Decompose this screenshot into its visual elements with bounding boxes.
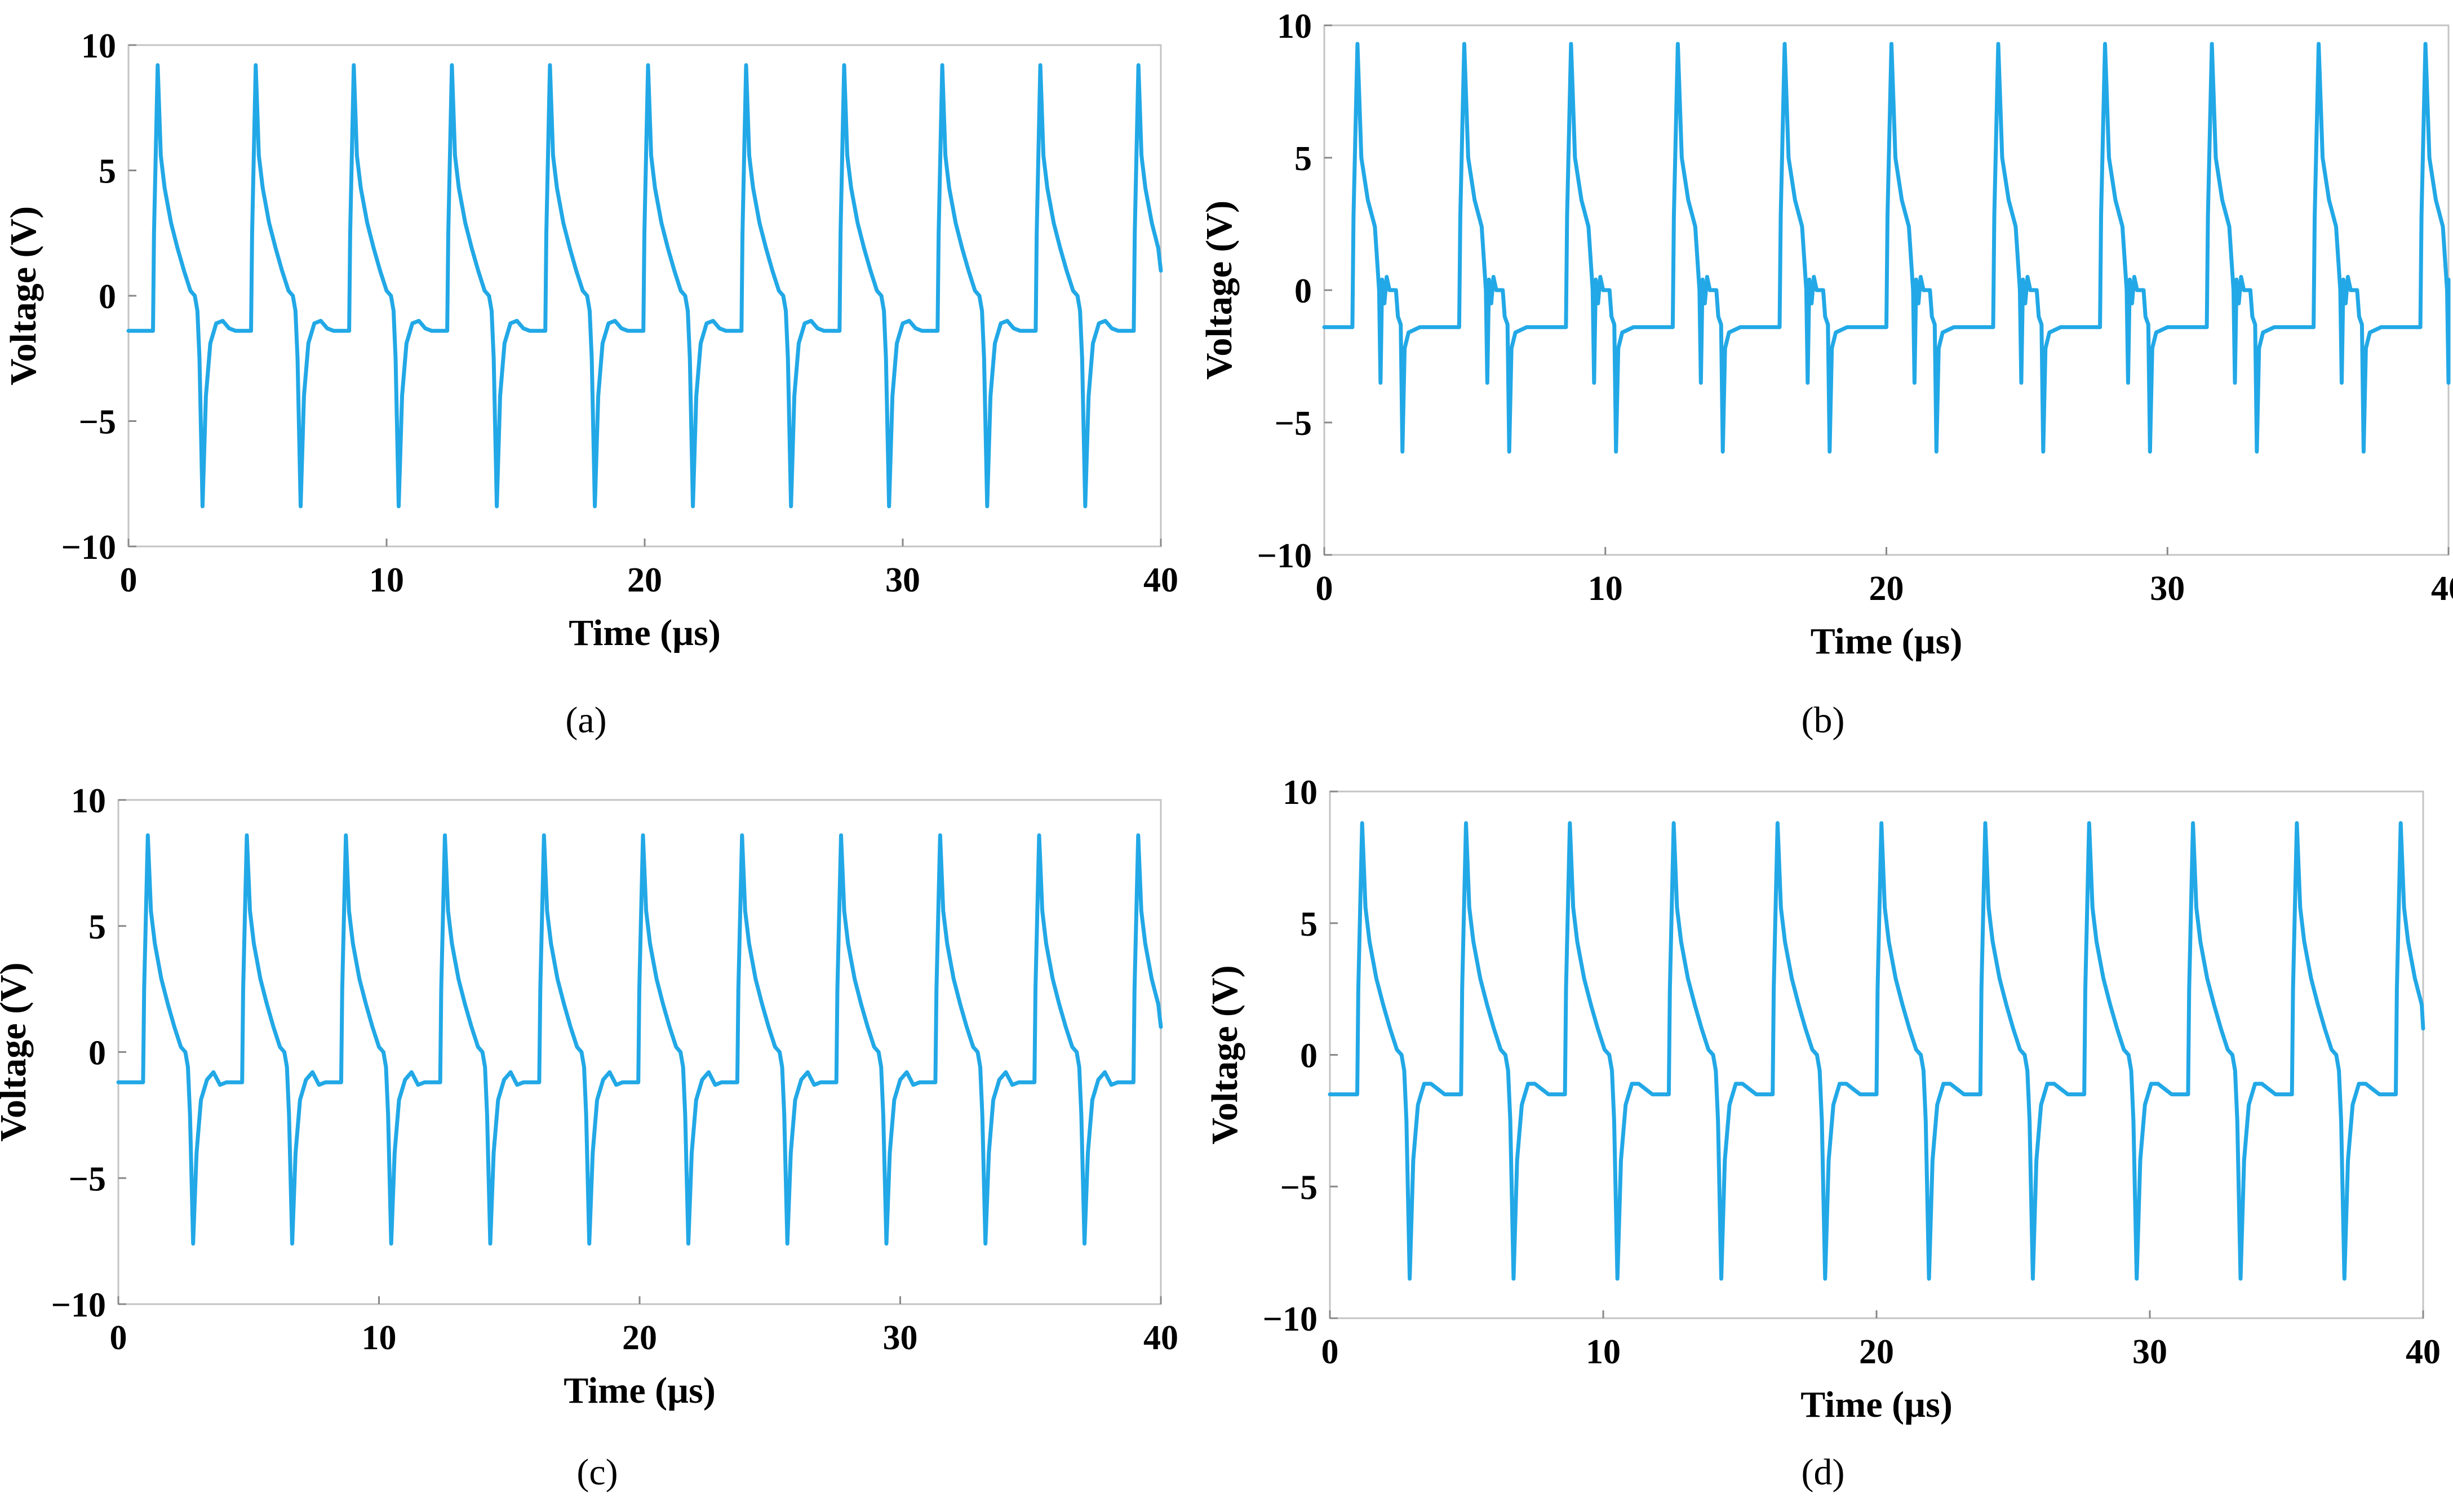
y-tick-label: 0	[1300, 1037, 1318, 1075]
y-tick-label: 10	[81, 27, 116, 65]
x-tick-label: 0	[1321, 1333, 1339, 1371]
x-tick-label: 20	[622, 1319, 657, 1357]
x-tick-label: 40	[2431, 570, 2453, 608]
y-tick-label: −5	[1275, 404, 1312, 443]
x-axis-label: Time (µs)	[569, 612, 721, 653]
voltage-trace	[1322, 42, 2451, 454]
x-tick-label: 30	[2132, 1333, 2167, 1371]
y-tick-label: 5	[1294, 140, 1312, 178]
chart-panel-b: 0 10 20 30 40 10 5 0 −5 −10 Time (µs) Voltage (V) (b…	[1199, 7, 2453, 741]
x-tick-label: 10	[362, 1319, 397, 1357]
y-axis-label: Voltage (V)	[3, 206, 44, 385]
voltage-trace	[1328, 821, 2425, 1281]
x-tick-label: 40	[1143, 561, 1178, 599]
x-tick-label: 0	[110, 1319, 127, 1357]
x-tick-label: 10	[369, 561, 404, 599]
x-tick-label: 20	[1859, 1333, 1894, 1371]
x-tick-label: 30	[883, 1319, 918, 1357]
panel-caption: (b)	[1802, 700, 1845, 741]
x-tick-label: 20	[627, 561, 662, 599]
y-tick-label: −5	[1280, 1168, 1318, 1207]
y-tick-label: −5	[79, 403, 116, 442]
y-tick-label: 0	[88, 1034, 106, 1073]
chart-panel-c: 0 10 20 30 40 10 5 0 −5 −10 Time (µs) Voltage (V) (c…	[0, 782, 1178, 1493]
voltage-trace	[116, 833, 1163, 1246]
y-axis-label: Voltage (V)	[1204, 965, 1245, 1144]
y-tick-label: 10	[1283, 773, 1318, 812]
y-axis-label: Voltage (V)	[1199, 201, 1240, 380]
x-axis-label: Time (µs)	[1811, 621, 1963, 662]
y-tick-label: −10	[1257, 537, 1312, 575]
y-tick-label: −5	[69, 1160, 106, 1198]
y-axis-label: Voltage (V)	[0, 962, 34, 1141]
y-tick-label: 0	[99, 278, 116, 316]
x-tick-label: 40	[1143, 1319, 1178, 1357]
x-tick-label: 10	[1588, 570, 1623, 608]
voltage-trace	[126, 63, 1163, 509]
x-axis-label: Time (µs)	[564, 1370, 716, 1411]
x-tick-label: 20	[1869, 570, 1904, 608]
y-tick-label: −10	[51, 1286, 106, 1324]
x-tick-label: 0	[120, 561, 137, 599]
y-tick-label: 5	[99, 153, 116, 191]
panels: 0 10 20 30 40 10 5 0 −5 −10 Time (µs) Voltage (V) (a…	[0, 7, 2453, 1493]
y-tick-label: 10	[1277, 7, 1312, 46]
y-tick-label: 5	[1300, 905, 1318, 944]
chart-panel-a: 0 10 20 30 40 10 5 0 −5 −10 Time (µs) Voltage (V) (a…	[3, 27, 1178, 741]
y-tick-label: 0	[1294, 272, 1312, 310]
panel-caption: (d)	[1802, 1452, 1845, 1493]
y-tick-label: −10	[1263, 1300, 1318, 1338]
x-tick-label: 0	[1316, 570, 1333, 608]
x-tick-label: 10	[1586, 1333, 1621, 1371]
x-axis-label: Time (µs)	[1800, 1384, 1953, 1425]
x-tick-label: 30	[885, 561, 920, 599]
x-tick-label: 40	[2406, 1333, 2441, 1371]
y-tick-label: 5	[88, 908, 106, 946]
panel-caption: (a)	[565, 700, 606, 741]
y-tick-label: 10	[71, 782, 106, 820]
y-tick-label: −10	[61, 528, 116, 567]
chart-panel-d: 0 10 20 30 40 10 5 0 −5 −10 Time (µs) Voltage (V) (d…	[1204, 773, 2441, 1493]
x-tick-label: 30	[2150, 570, 2185, 608]
panel-caption: (c)	[576, 1452, 618, 1493]
